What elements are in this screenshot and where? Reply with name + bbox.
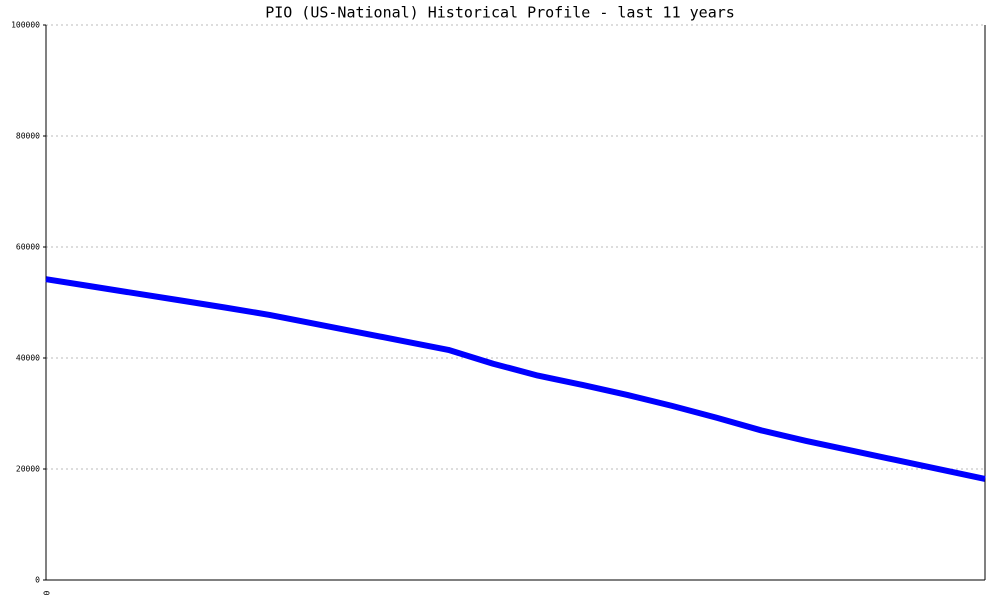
y-tick-label: 0 xyxy=(35,576,40,585)
y-tick-label: 20000 xyxy=(16,465,40,474)
data-line xyxy=(45,276,986,482)
x-tick-label: 0 xyxy=(42,591,51,596)
y-tick-label: 100000 xyxy=(11,21,40,30)
y-tick-label: 60000 xyxy=(16,243,40,252)
chart-title: PIO (US-National) Historical Profile - l… xyxy=(265,4,735,22)
y-tick-label: 80000 xyxy=(16,132,40,141)
y-tick-label: 40000 xyxy=(16,354,40,363)
